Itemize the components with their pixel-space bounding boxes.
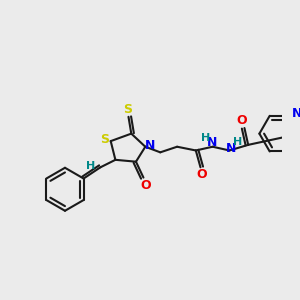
Text: H: H (200, 133, 210, 143)
Text: N: N (206, 136, 217, 149)
Text: N: N (292, 107, 300, 120)
Text: S: S (100, 133, 109, 146)
Text: H: H (233, 137, 242, 147)
Text: O: O (196, 168, 207, 181)
Text: H: H (86, 161, 96, 171)
Text: N: N (145, 139, 155, 152)
Text: S: S (123, 103, 132, 116)
Text: O: O (140, 178, 151, 192)
Text: N: N (226, 142, 236, 155)
Text: O: O (236, 114, 247, 127)
